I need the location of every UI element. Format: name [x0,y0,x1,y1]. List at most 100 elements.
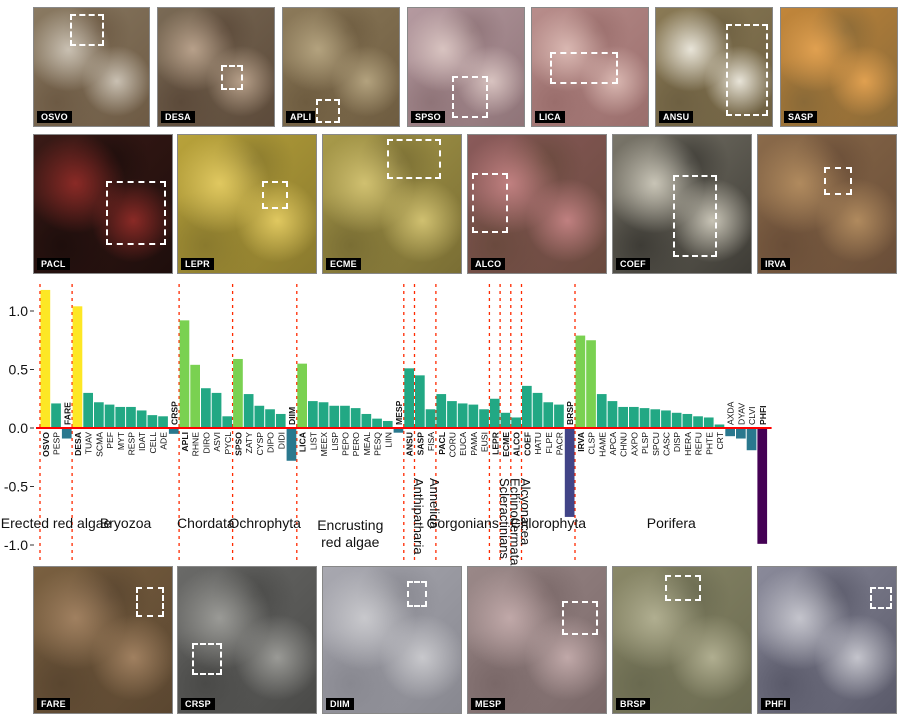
bar-diim [286,428,297,461]
photo-texture [323,567,461,713]
bar-casc [661,410,671,428]
bar-cysp [254,405,265,428]
bar-label: COEF [522,432,532,456]
bar-label: IDAT [137,431,147,451]
bar-meex [318,402,329,428]
bar-label: SPCU [651,432,661,456]
photo-texture [178,135,316,273]
highlight-box [673,175,717,257]
highlight-box [407,581,427,607]
bar-lica [297,363,307,428]
bar-label: DIPO [266,432,276,453]
photo-mesp: MESP [467,566,607,714]
photo-ecme: ECME [322,134,462,274]
bar-ansu [404,368,414,428]
photo-texture [283,8,399,126]
bar-label: PEPO [340,432,350,456]
highlight-box [665,575,701,601]
bar-spcu [650,409,661,428]
bar-mesp [393,428,404,433]
photo-texture [408,8,524,126]
bar-plsp [639,408,650,428]
y-tick-label: -0.5 [4,479,28,495]
bar-label: HERA [683,432,693,456]
photo-texture [468,135,606,273]
y-tick-label: -1.0 [4,537,28,553]
bar-label: ASVI [212,432,222,452]
bar-chnu [618,406,628,428]
bar-label: FARE [62,402,72,425]
highlight-box [221,65,243,90]
group-label: Chlorophyta [511,515,587,531]
bar-dyav [736,428,746,439]
highlight-box [452,76,488,118]
highlight-box [316,99,340,123]
photo-osvo: OSVO [33,7,150,127]
bar-hatu [532,392,543,428]
group-label: Echinodermata [507,478,522,566]
bar-label: BRSP [565,401,575,425]
bar-liin [382,420,393,428]
photo-sasp: SASP [780,7,898,127]
photo-texture [34,135,172,273]
bar-label: PERO [351,432,361,457]
bar-lepr [489,398,500,428]
bar-label: CORU [447,432,457,457]
y-tick-label: 0.5 [9,362,29,378]
bar-lisp [329,405,340,428]
photo-apli: APLI [282,7,400,127]
highlight-box [870,587,892,609]
bar-coru [447,401,457,428]
bar-label: PAMA [469,432,479,456]
photo-alco: ALCO [467,134,607,274]
bar-label: APLI [180,432,190,452]
bar-label: ALCO [512,432,522,457]
bar-spso [233,358,243,428]
bar-label: PESP [52,432,62,455]
bar-pacl [436,394,447,428]
bar-label: CRT [715,431,725,449]
bar-label: CLSP [587,432,597,455]
group-label: red algae [321,534,380,550]
bar-ecme [500,412,511,428]
bar-rhne [190,364,200,428]
bar-label: AXDA [726,401,736,425]
photo-texture [781,8,897,126]
bar-desa [72,306,83,428]
photo-label: PHFI [761,698,791,710]
group-label: Annelida [427,478,442,529]
bar-label: PLSP [640,432,650,454]
bar-cell [147,415,158,428]
photo-texture [656,8,772,126]
bar-pacr [554,404,564,428]
group-label: Encrusting [317,517,383,533]
photo-label: SPSO [411,111,445,123]
bar-irva [575,335,586,428]
bar-label: LISP [330,432,340,451]
bar-meal [361,413,372,428]
bar-label: HAME [597,432,607,457]
bar-label: PYCL [223,432,233,455]
bar-phfi [757,428,768,544]
bar-list [308,401,318,428]
bar-crsp [168,428,179,434]
bar-label: MEAL [362,432,372,456]
photo-label: PACL [37,258,70,270]
photo-texture [758,135,896,273]
bar-label: APCA [608,432,618,456]
bar-label: PACL [437,432,447,455]
photo-label: APLI [286,111,316,123]
highlight-box [70,14,104,46]
bar-hame [596,394,607,428]
bar-label: SASP [415,432,425,456]
bar-pesq [372,418,382,428]
bar-label: DIDI [276,432,286,449]
bar-label: DYAV [736,403,746,425]
group-label: Scleractinians [497,478,512,559]
bar-label: CYSP [255,432,265,456]
y-tick-label: 1.0 [9,303,29,319]
highlight-box [387,139,441,179]
photo-label: ECME [326,258,361,270]
bar-alco [511,417,521,428]
bar-label: PESQ [373,432,383,456]
